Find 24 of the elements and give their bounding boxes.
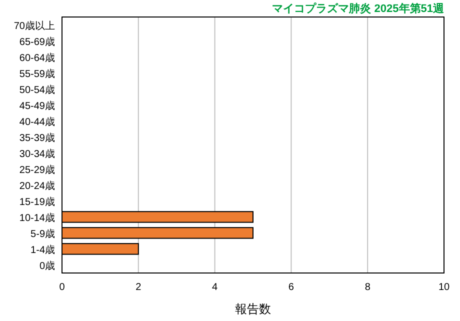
x-tick-label: 2 — [136, 282, 142, 293]
y-tick-label: 5-9歳 — [30, 228, 55, 240]
y-tick-label: 20-24歳 — [19, 180, 55, 192]
y-tick-label: 50-54歳 — [19, 84, 55, 96]
y-tick-label: 70歳以上 — [14, 20, 55, 32]
chart-title: マイコプラズマ肺炎 2025年第51週 — [272, 2, 445, 15]
y-tick-label: 35-39歳 — [19, 132, 55, 144]
x-tick-label: 4 — [212, 282, 218, 293]
x-axis-title: 報告数 — [235, 302, 271, 316]
y-tick-label: 10-14歳 — [19, 212, 55, 224]
x-tick-label: 6 — [288, 282, 294, 293]
x-tick-label: 10 — [438, 282, 450, 293]
y-tick-label: 60-64歳 — [19, 52, 55, 64]
y-tick-label: 40-44歳 — [19, 116, 55, 128]
x-tick-label: 0 — [59, 282, 66, 293]
y-tick-label: 25-29歳 — [19, 164, 55, 176]
y-tick-label: 30-34歳 — [19, 148, 55, 160]
y-tick-label: 55-59歳 — [19, 68, 55, 80]
x-tick-label: 8 — [364, 282, 371, 293]
y-tick-label: 65-69歳 — [19, 36, 55, 48]
y-tick-label: 45-49歳 — [19, 100, 55, 112]
y-tick-label: 0歳 — [39, 260, 55, 272]
y-tick-label: 1-4歳 — [30, 244, 55, 256]
y-tick-label: 15-19歳 — [19, 196, 55, 208]
